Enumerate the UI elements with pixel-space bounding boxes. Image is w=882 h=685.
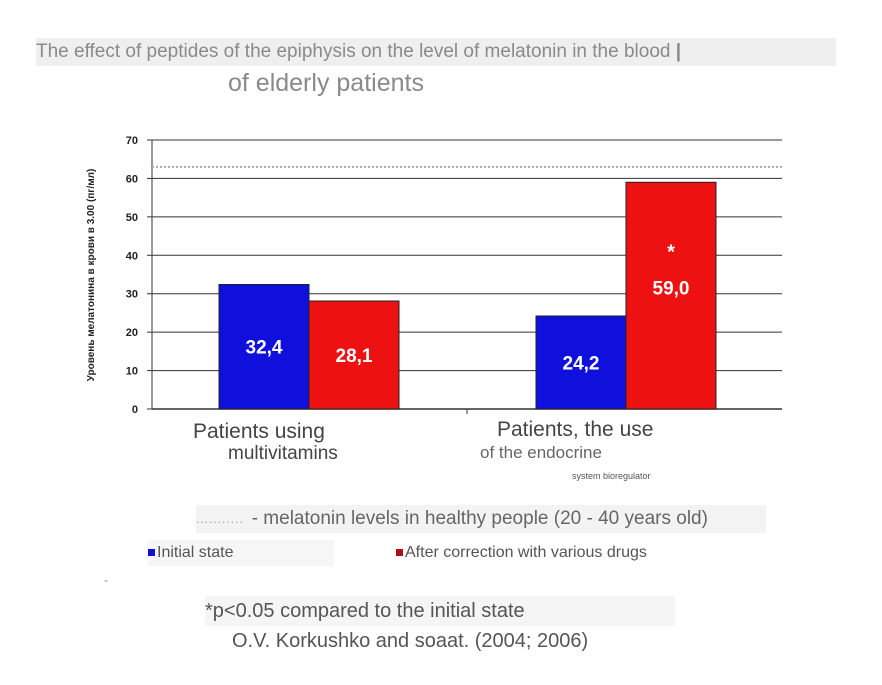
y-tick-label: 30 bbox=[126, 289, 138, 301]
legend-item-after: After correction with various drugs bbox=[396, 540, 696, 566]
category-label-2-line-1: Patients, the use bbox=[497, 418, 654, 441]
bar-initial-1 bbox=[218, 283, 310, 410]
category-label-1-line-2: multivitamins bbox=[228, 443, 338, 464]
y-tick-label: 50 bbox=[126, 212, 138, 224]
category-label-2-line-3: system bioregulator bbox=[572, 471, 651, 481]
significance-marker: * bbox=[667, 241, 675, 263]
legend-swatch-after bbox=[396, 549, 403, 557]
source-citation: O.V. Korkushko and soaat. (2004; 2006) bbox=[232, 630, 589, 652]
y-tick-label: 70 bbox=[126, 135, 138, 147]
category-label-2-line-2: of the endocrine bbox=[480, 443, 602, 462]
data-label: 32,4 bbox=[246, 338, 283, 359]
chart-title: The effect of peptides of the epiphysis … bbox=[36, 38, 836, 66]
bar-after-2 bbox=[625, 181, 717, 410]
data-label: 24,2 bbox=[563, 354, 600, 375]
y-tick-label: 0 bbox=[132, 404, 138, 416]
category-label-1-line-1: Patients using bbox=[193, 420, 325, 443]
significance-footnote: *p<0.05 compared to the initial state bbox=[205, 596, 675, 626]
legend-item-initial: Initial state bbox=[148, 540, 334, 566]
y-tick-label: 40 bbox=[126, 250, 138, 262]
y-tick-label: 60 bbox=[126, 173, 138, 185]
y-tick-label: 20 bbox=[126, 327, 138, 339]
legend-swatch-initial bbox=[148, 549, 155, 557]
data-label: 28,1 bbox=[336, 346, 373, 367]
y-tick-label: 10 bbox=[126, 366, 138, 378]
reference-line-sample: ........... bbox=[196, 512, 244, 526]
decorative-dash: - bbox=[104, 573, 108, 587]
data-label: 59,0 bbox=[653, 278, 690, 299]
bar-initial-2 bbox=[535, 315, 627, 410]
reference-line-note: ........... - melatonin levels in healthy… bbox=[196, 505, 766, 533]
chart-subtitle: of elderly patients bbox=[228, 69, 424, 97]
bar-after-1 bbox=[308, 300, 400, 410]
